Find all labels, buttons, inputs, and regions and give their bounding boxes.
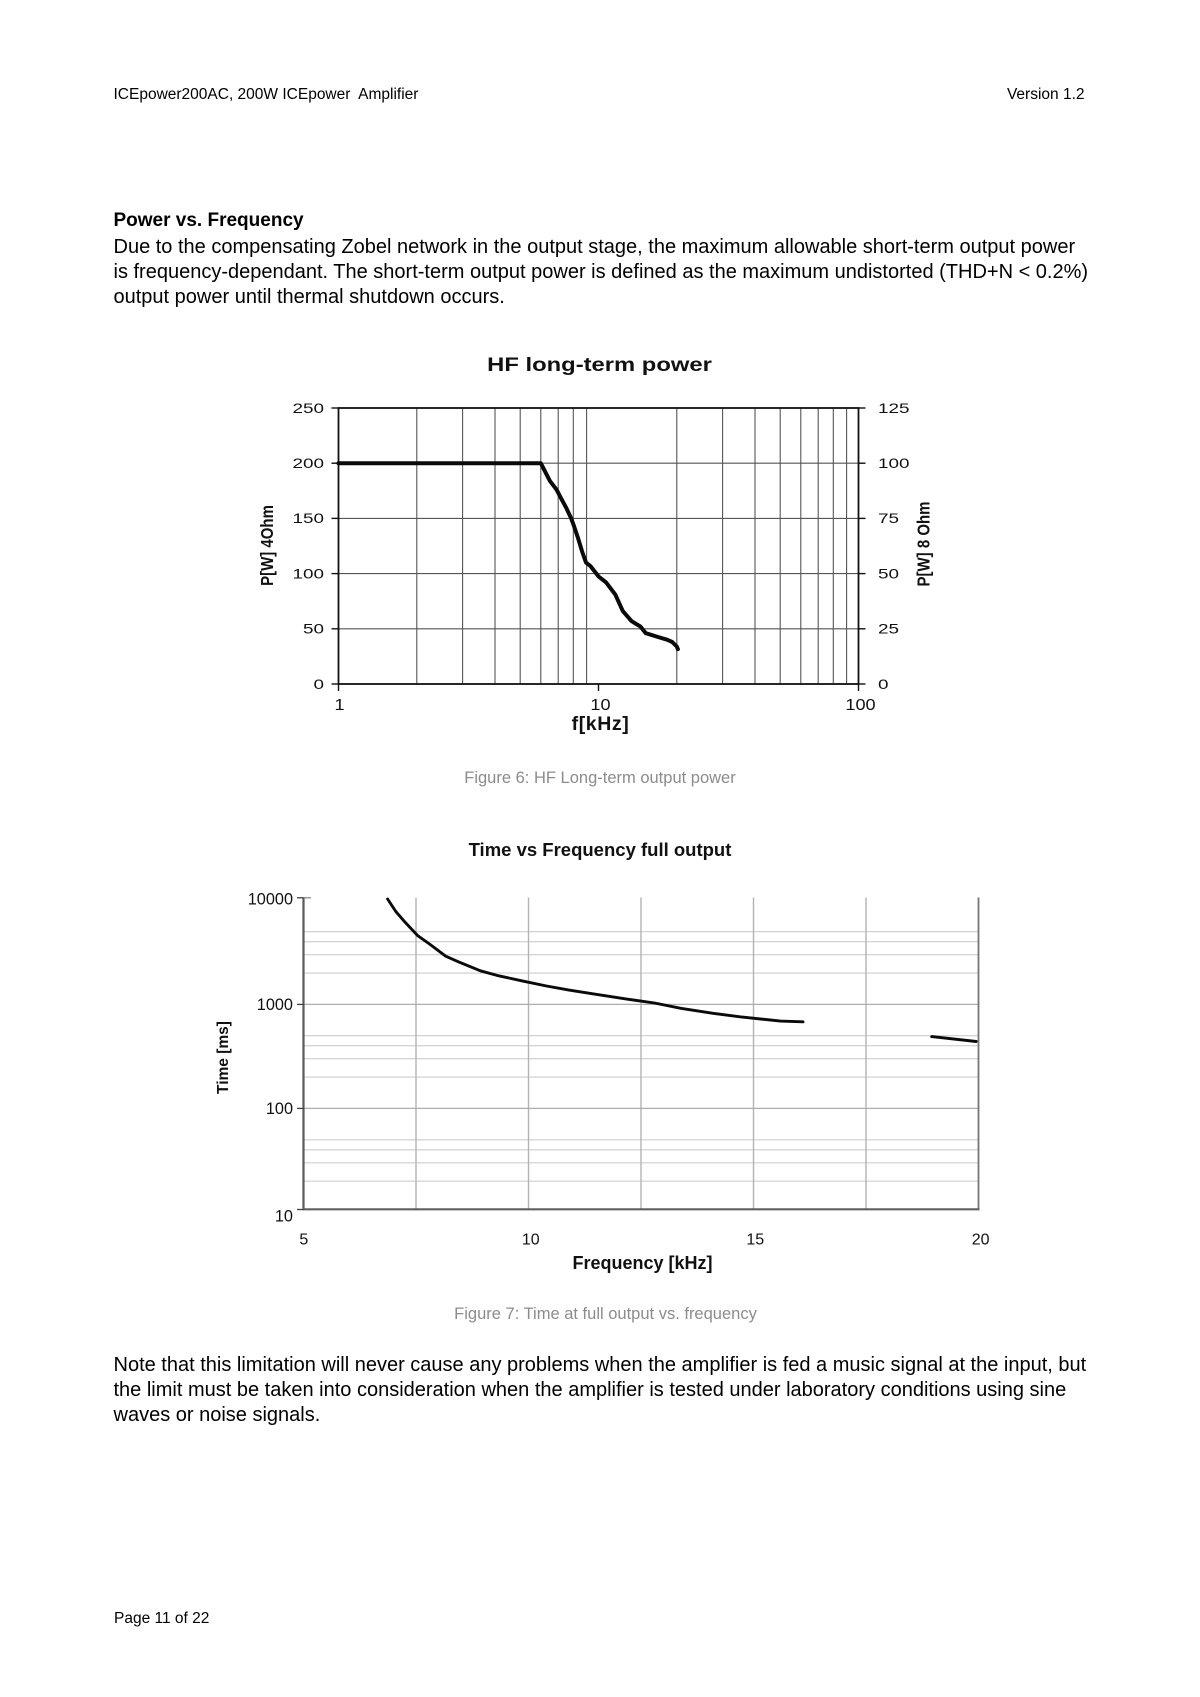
svg-text:10: 10 xyxy=(590,696,610,714)
svg-text:0: 0 xyxy=(313,677,324,692)
svg-text:HF long-term power: HF long-term power xyxy=(487,353,712,375)
svg-text:100: 100 xyxy=(878,456,910,471)
svg-text:f[kHz]: f[kHz] xyxy=(572,713,630,735)
svg-text:200: 200 xyxy=(292,456,324,471)
svg-text:50: 50 xyxy=(878,567,899,582)
svg-text:250: 250 xyxy=(292,401,324,416)
svg-text:10: 10 xyxy=(275,1208,293,1226)
svg-text:75: 75 xyxy=(878,512,899,527)
svg-text:Time [ms]: Time [ms] xyxy=(215,1021,232,1094)
svg-text:125: 125 xyxy=(878,401,910,416)
svg-text:150: 150 xyxy=(292,512,324,527)
svg-text:100: 100 xyxy=(266,1100,293,1118)
svg-text:1000: 1000 xyxy=(257,996,293,1014)
svg-text:15: 15 xyxy=(746,1232,764,1249)
svg-text:100: 100 xyxy=(292,567,324,582)
svg-text:0: 0 xyxy=(878,677,889,692)
svg-text:1: 1 xyxy=(334,696,344,714)
svg-text:10000: 10000 xyxy=(248,890,293,908)
svg-text:25: 25 xyxy=(878,622,899,637)
svg-text:20: 20 xyxy=(972,1232,990,1249)
svg-text:P[W] 4Ohm: P[W] 4Ohm xyxy=(258,505,277,586)
svg-text:Time vs Frequency full output: Time vs Frequency full output xyxy=(469,839,732,860)
svg-text:10: 10 xyxy=(522,1232,540,1249)
svg-text:5: 5 xyxy=(299,1232,308,1249)
svg-text:Frequency [kHz]: Frequency [kHz] xyxy=(572,1253,712,1273)
svg-text:P[W] 8 Ohm: P[W] 8 Ohm xyxy=(915,502,934,587)
svg-text:50: 50 xyxy=(303,622,324,637)
svg-text:100: 100 xyxy=(845,696,875,714)
